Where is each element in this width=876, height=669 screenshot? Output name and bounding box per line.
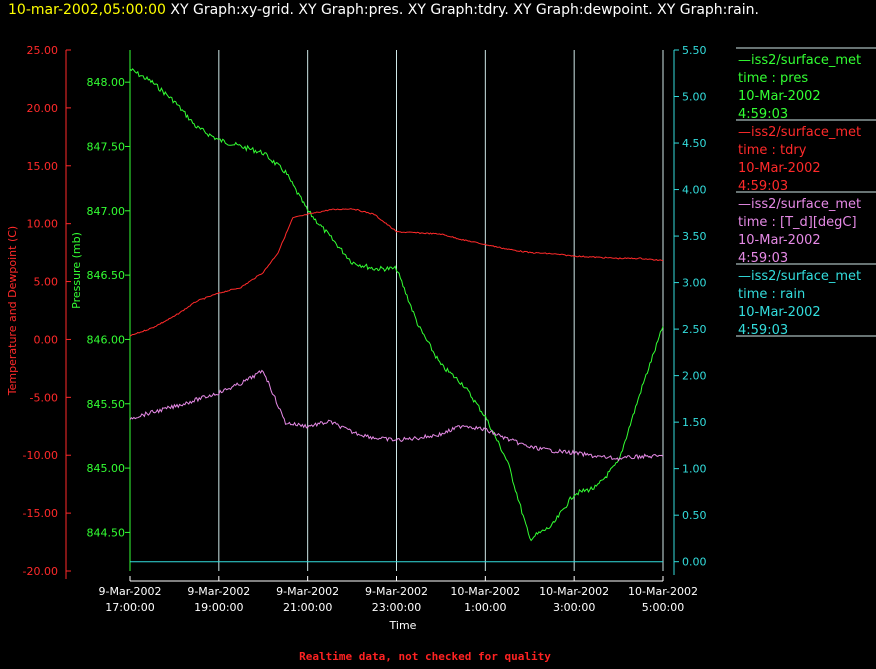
pressure-tick-label: 846.50: [87, 269, 126, 282]
rain-tick-label: 3.50: [682, 230, 707, 243]
legend-entry-dewpoint: 10-Mar-2002: [738, 233, 821, 248]
legend-entry-rain: 4:59:03: [738, 323, 788, 338]
legend-entry-rain: time : rain: [738, 287, 805, 302]
legend-entry-tdry: time : tdry: [738, 143, 807, 158]
grid-lines: [218, 50, 664, 571]
pressure-tick-label: 845.00: [87, 462, 126, 475]
temperature-tick-label: 15.00: [27, 160, 59, 173]
rain-tick-label: 4.00: [682, 184, 707, 197]
title-timestamp: 10-mar-2002,05:00:00: [8, 2, 166, 18]
rain-tick-label: 3.00: [682, 277, 707, 290]
pressure-tick-label: 846.00: [87, 333, 126, 346]
temperature-tick-label: -5.00: [30, 391, 58, 404]
x-tick-label-date: 9-Mar-2002: [365, 585, 428, 598]
rain-tick-label: 0.00: [682, 556, 707, 569]
pressure-tick-label: 847.00: [87, 205, 126, 218]
legend-entry-pres: 10-Mar-2002: [738, 89, 821, 104]
rain-tick-label: 2.50: [682, 323, 707, 336]
pressure-tick-label: 845.50: [87, 398, 126, 411]
x-tick-label-time: 19:00:00: [194, 601, 243, 614]
legend-entry-rain: 10-Mar-2002: [738, 305, 821, 320]
x-tick-label-date: 9-Mar-2002: [187, 585, 250, 598]
x-axis-label: Time: [389, 619, 417, 632]
legend-entry-rain: —iss2/surface_met: [738, 269, 861, 284]
legend-entry-dewpoint: —iss2/surface_met: [738, 197, 861, 212]
rain-tick-label: 1.00: [682, 463, 707, 476]
legend-entry-dewpoint: 4:59:03: [738, 251, 788, 266]
temperature-axis-label: Temperature and Dewpoint (C): [6, 226, 19, 396]
series-lines: [129, 68, 664, 563]
temperature-tick-label: 0.00: [34, 333, 59, 346]
legend-entry-tdry: —iss2/surface_met: [738, 125, 861, 140]
temperature-tick-label: 5.00: [34, 276, 59, 289]
x-tick-label-time: 5:00:00: [642, 601, 684, 614]
series-line-dewpoint: [129, 369, 664, 462]
x-tick-label-date: 9-Mar-2002: [99, 585, 162, 598]
x-tick-label-time: 23:00:00: [372, 601, 421, 614]
pressure-axis-label: Pressure (mb): [70, 232, 83, 309]
legend-entry-tdry: 4:59:03: [738, 179, 788, 194]
rain-tick-label: 1.50: [682, 416, 707, 429]
axes: 9-Mar-2002 17:00:00 9-Mar-2002 19:00:00 9-Ma…: [6, 44, 707, 614]
pressure-tick-label: 848.00: [87, 76, 126, 89]
pressure-tick-label: 847.50: [87, 140, 126, 153]
x-tick-label-date: 10-Mar-2002: [628, 585, 698, 598]
temperature-tick-label: 20.00: [27, 102, 59, 115]
series-line-tdry: [129, 208, 664, 337]
legend-entry-tdry: 10-Mar-2002: [738, 161, 821, 176]
pressure-tick-label: 844.50: [87, 526, 126, 539]
rain-tick-label: 2.00: [682, 370, 707, 383]
rain-tick-label: 0.50: [682, 509, 707, 522]
series-line-pres: [129, 68, 664, 542]
rain-tick-label: 5.50: [682, 44, 707, 57]
title-graph-list: XY Graph:xy-grid. XY Graph:pres. XY Grap…: [170, 2, 759, 18]
x-tick-label-date: 9-Mar-2002: [276, 585, 339, 598]
rain-tick-label: 4.50: [682, 137, 707, 150]
x-tick-label-time: 3:00:00: [553, 601, 595, 614]
temperature-tick-label: -20.00: [23, 565, 58, 578]
x-tick-label-time: 17:00:00: [105, 601, 154, 614]
x-tick-label-date: 10-Mar-2002: [539, 585, 609, 598]
legend-entry-pres: —iss2/surface_met: [738, 53, 861, 68]
temperature-tick-label: 10.00: [27, 218, 59, 231]
legend-entry-pres: 4:59:03: [738, 107, 788, 122]
legend-entry-pres: time : pres: [738, 71, 808, 86]
temperature-tick-label: 25.00: [27, 44, 59, 57]
temperature-tick-label: -15.00: [23, 507, 58, 520]
x-tick-label-date: 10-Mar-2002: [450, 585, 520, 598]
temperature-tick-label: -10.00: [23, 449, 58, 462]
rain-tick-label: 5.00: [682, 91, 707, 104]
quality-note: Realtime data, not checked for quality: [299, 650, 551, 663]
x-tick-label-time: 1:00:00: [464, 601, 506, 614]
x-tick-label-time: 21:00:00: [283, 601, 332, 614]
legend-entry-dewpoint: time : [T_d][degC]: [738, 215, 857, 230]
graph-title: 10-mar-2002,05:00:00 XY Graph:xy-grid. X…: [8, 2, 759, 18]
